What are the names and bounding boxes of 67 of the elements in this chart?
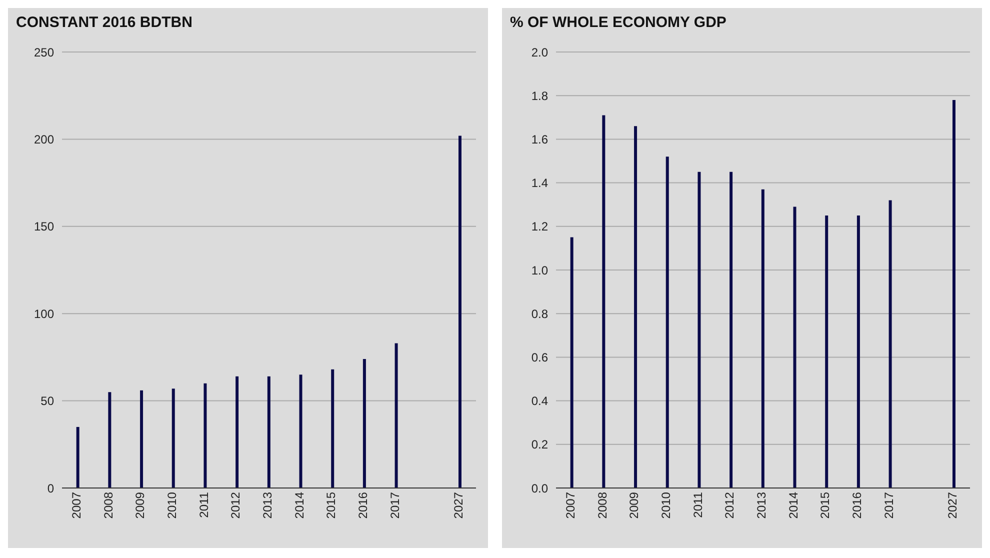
y-tick-label: 150 (34, 220, 54, 234)
bar (331, 369, 334, 488)
y-tick-label: 0.8 (531, 306, 548, 321)
chart-title: % OF WHOLE ECONOMY GDP (509, 13, 728, 33)
x-tick-label: 2017 (882, 492, 896, 519)
x-tick-label: 2013 (260, 492, 275, 519)
y-tick-label: 2.0 (531, 45, 548, 60)
x-tick-label: 2016 (356, 492, 370, 519)
x-tick-label: 2009 (627, 492, 642, 519)
y-tick-label: 1.4 (531, 176, 548, 190)
y-tick-label: 0.2 (531, 438, 548, 452)
bar (793, 206, 796, 488)
bar (108, 392, 112, 488)
bar (236, 376, 239, 488)
bar (666, 156, 669, 488)
x-tick-label: 2014 (292, 492, 306, 519)
bar (952, 100, 956, 488)
x-tick-label: 2012 (722, 492, 737, 519)
y-tick-label: 1.0 (531, 263, 548, 278)
x-tick-label: 2010 (658, 492, 673, 519)
x-tick-label: 2010 (164, 492, 179, 519)
y-tick-label: 0 (47, 481, 54, 496)
bar (394, 343, 398, 488)
bar (761, 189, 764, 488)
x-tick-label: 2008 (101, 492, 116, 519)
bar (570, 237, 574, 488)
bar (698, 172, 701, 488)
bar (825, 216, 828, 488)
bar (267, 376, 270, 488)
y-tick-label: 0.4 (531, 394, 548, 408)
y-tick-label: 250 (34, 45, 54, 60)
x-tick-label: 2027 (946, 492, 960, 519)
y-tick-label: 1.8 (531, 88, 548, 103)
y-tick-label: 0.6 (531, 350, 548, 364)
x-tick-label: 2013 (754, 492, 769, 519)
x-tick-label: 2016 (850, 492, 864, 519)
bar (76, 426, 80, 488)
x-tick-label: 2027 (452, 492, 466, 519)
bar (362, 358, 366, 488)
x-tick-label: 2015 (324, 492, 338, 519)
bar (634, 126, 638, 488)
x-tick-label: 2009 (133, 492, 148, 519)
y-tick-label: 1.6 (531, 132, 548, 146)
x-tick-label: 2017 (388, 492, 402, 519)
x-tick-label: 2008 (595, 492, 610, 519)
bar (140, 390, 144, 488)
x-tick-label: 2015 (818, 492, 832, 519)
bar (458, 136, 462, 488)
x-tick-label: 2007 (69, 492, 84, 519)
bar (299, 374, 302, 488)
bar (204, 383, 207, 488)
bar (730, 172, 733, 488)
x-tick-label: 2012 (228, 492, 243, 519)
y-tick-label: 100 (34, 306, 54, 321)
y-tick-label: 200 (34, 132, 54, 146)
x-tick-label: 2014 (786, 492, 800, 519)
bar (856, 216, 860, 488)
x-tick-label: 2011 (196, 492, 211, 518)
y-tick-label: 0.0 (531, 481, 548, 496)
y-tick-label: 50 (40, 394, 54, 408)
bar (172, 388, 175, 488)
x-tick-label: 2011 (690, 492, 705, 518)
chart-title: CONSTANT 2016 BDTBN (15, 13, 194, 33)
x-tick-label: 2007 (563, 492, 578, 519)
bar (602, 115, 606, 488)
bar (888, 200, 892, 488)
y-tick-label: 1.2 (531, 220, 548, 234)
